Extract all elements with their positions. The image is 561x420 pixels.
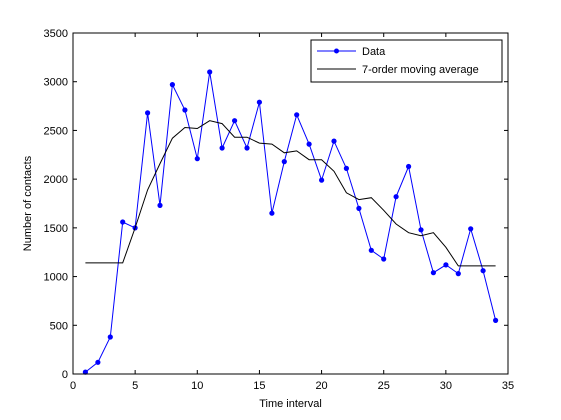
data-point (418, 227, 424, 233)
data-point (381, 256, 387, 262)
data-point (480, 268, 486, 274)
data-point (294, 112, 300, 118)
data-point (281, 159, 287, 165)
data-point (194, 156, 200, 162)
data-point (95, 359, 101, 365)
data-point (120, 219, 126, 225)
plot-frame (72, 32, 509, 375)
data-point (232, 118, 238, 124)
data-point (319, 177, 325, 183)
data-point (493, 317, 499, 323)
legend: Data 7-order moving average (310, 39, 503, 83)
data-point (393, 194, 399, 200)
x-tick-label: 0 (70, 380, 76, 392)
legend-marker-data (334, 48, 339, 54)
data-point (455, 271, 461, 277)
data-point (343, 165, 349, 171)
series-layer (82, 69, 499, 375)
data-point (368, 247, 374, 253)
data-point (145, 110, 151, 116)
legend-label-moving-average: 7-order moving average (362, 64, 479, 76)
y-tick-label: 1000 (44, 272, 68, 284)
data-point (219, 145, 225, 151)
data-point (406, 163, 412, 170)
x-tick-label: 30 (440, 380, 452, 392)
data-point (207, 69, 213, 75)
series-line-moving-average (85, 120, 496, 267)
y-tick-label: 3000 (44, 77, 68, 89)
x-tick-label: 10 (191, 380, 203, 392)
x-tick-label: 35 (502, 380, 514, 392)
x-tick-label: 25 (378, 380, 390, 392)
data-point (244, 145, 250, 151)
y-tick-label: 0 (62, 369, 68, 381)
y-axis-label: Number of contacts (22, 155, 34, 251)
data-point (107, 334, 113, 340)
y-tick-label: 2500 (44, 125, 68, 137)
y-tick-label: 500 (50, 320, 68, 332)
data-point (82, 369, 88, 375)
data-point (182, 107, 188, 113)
legend-label-data: Data (362, 46, 386, 58)
ticks-layer: 0 5 10 15 20 25 30 35 0 500 1000 1500 2000 2500 3000 35… (44, 28, 515, 392)
y-tick-label: 3500 (44, 28, 68, 40)
x-tick-label: 5 (132, 380, 138, 392)
x-tick-label: 20 (315, 380, 327, 392)
y-tick-label: 2000 (44, 174, 68, 186)
data-point (269, 210, 275, 216)
x-tick-label: 15 (253, 380, 265, 392)
legend-box (310, 39, 503, 83)
data-point (443, 262, 449, 268)
data-point (356, 205, 362, 211)
x-axis-label: Time interval (259, 398, 322, 410)
data-point (256, 99, 262, 105)
data-point (306, 141, 312, 147)
data-point (331, 138, 337, 144)
data-point (468, 226, 474, 232)
series-line-data (85, 71, 497, 373)
y-tick-label: 1500 (44, 223, 68, 235)
data-point (169, 82, 175, 88)
data-point (157, 202, 163, 208)
data-point (430, 270, 436, 276)
